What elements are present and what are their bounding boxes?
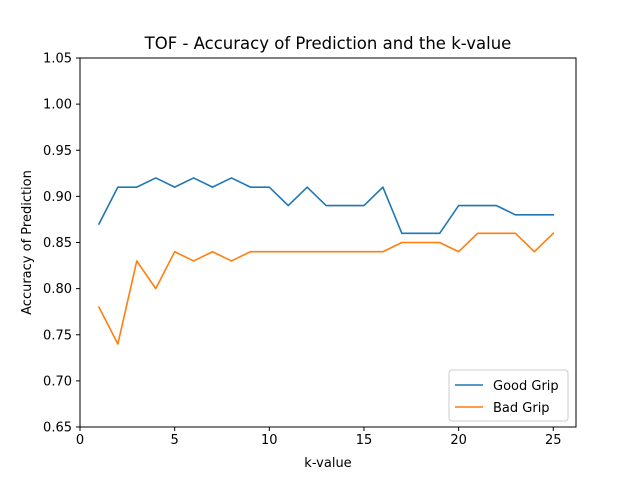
plot-frame [79,57,577,428]
legend-label-good-grip: Good Grip [493,379,559,394]
y-tick-label: 0.90 [43,190,72,205]
x-tick-label: 0 [76,433,84,448]
x-tick-label: 15 [356,433,373,448]
chart-title: TOF - Accuracy of Prediction and the k-v… [144,34,512,53]
series-lines [97,177,555,345]
legend-box [448,369,569,422]
y-tick-label: 0.70 [43,374,72,389]
y-axis-ticks: 0.65 0.70 0.75 0.80 0.85 0.90 0.95 1.00 1.05 [43,52,80,436]
series-line-bad-grip [97,232,555,345]
legend-label-bad-grip: Bad Grip [493,401,550,416]
x-axis-label: k-value [304,456,351,471]
y-axis-label: Accuracy of Prediction [20,170,35,315]
x-tick-label: 25 [545,433,562,448]
y-tick-label: 0.95 [43,144,72,159]
y-tick-label: 0.85 [43,236,72,251]
y-tick-label: 0.75 [43,328,72,343]
legend: Good Grip Bad Grip [448,369,569,422]
y-tick-label: 0.80 [43,282,72,297]
x-tick-label: 5 [171,433,179,448]
y-tick-label: 1.00 [43,98,72,113]
series-line-good-grip [97,177,555,235]
x-axis-ticks: 0 5 10 15 20 25 [76,427,562,448]
x-tick-label: 10 [261,433,278,448]
x-tick-label: 20 [450,433,467,448]
y-tick-label: 1.05 [43,52,72,67]
y-tick-label: 0.65 [43,421,72,436]
